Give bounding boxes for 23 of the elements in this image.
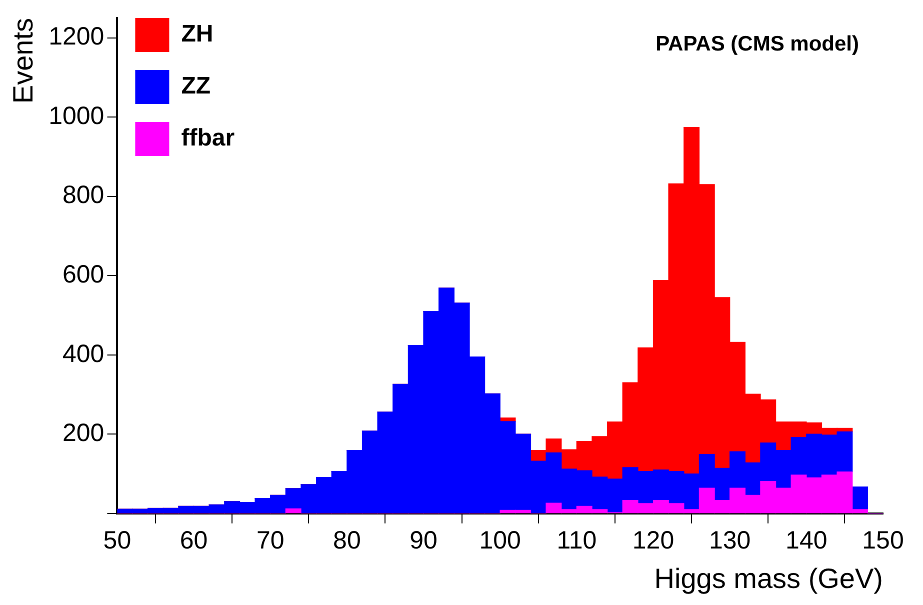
y-tick-label: 200	[62, 419, 104, 448]
y-tick-label: 800	[62, 181, 104, 210]
x-tick-label: 50	[103, 526, 132, 554]
x-tick-label: 100	[479, 526, 521, 554]
x-tick-label: 110	[556, 526, 597, 554]
y-axis-title: Events	[8, 18, 39, 104]
legend-label: ZZ	[181, 72, 211, 100]
annotation: PAPAS (CMS model)	[656, 32, 859, 56]
legend-label: ZH	[181, 20, 214, 48]
x-tick-label: 80	[333, 526, 361, 554]
x-tick-label: 60	[180, 526, 208, 554]
x-tick-label: 150	[862, 526, 904, 554]
y-tick-label: 1200	[48, 22, 104, 51]
y-tick-label: 400	[62, 340, 104, 368]
y-tick-label: 600	[62, 260, 104, 288]
legend-label: ffbar	[181, 124, 235, 152]
x-tick-label: 140	[786, 526, 828, 554]
x-tick-label: 130	[708, 526, 751, 554]
x-tick-label: 120	[632, 526, 674, 554]
x-tick-label: 90	[410, 526, 438, 554]
y-tick-label: 1000	[48, 102, 104, 130]
x-tick-label: 70	[256, 526, 284, 554]
x-axis-title: Higgs mass (GeV)	[654, 562, 883, 594]
